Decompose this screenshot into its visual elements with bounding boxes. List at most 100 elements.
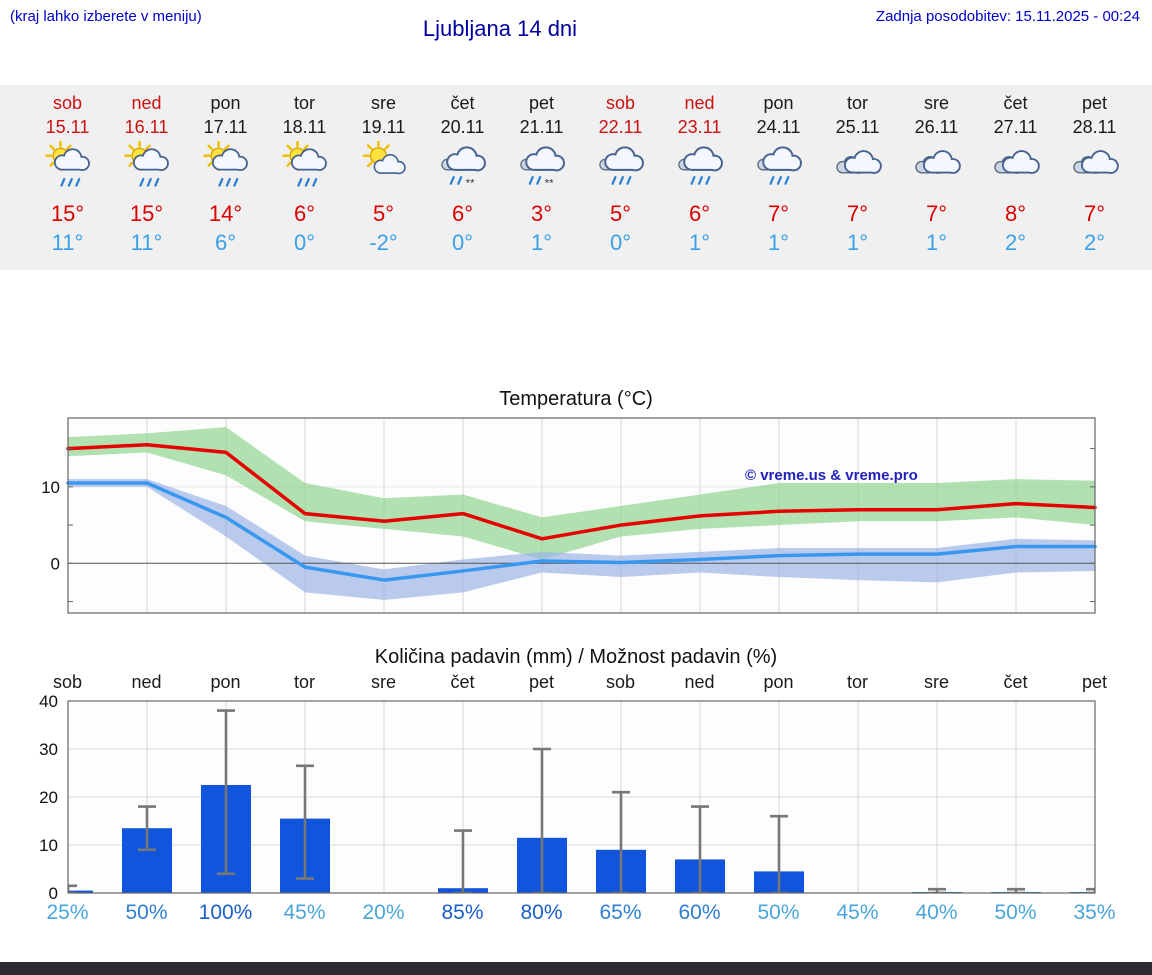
day-date: 22.11	[598, 117, 643, 137]
day-date: 17.11	[203, 117, 248, 137]
precip-percent: 45%	[836, 901, 879, 924]
forecast-day-column: pet 21.11 ** 3° 1°	[502, 92, 581, 270]
day-name: sre	[923, 93, 949, 113]
day-name: sob	[605, 93, 636, 113]
sun-cloud-rain-icon	[107, 141, 186, 199]
cloud-rain-icon	[739, 141, 818, 199]
watermark: © vreme.us & vreme.pro	[745, 467, 918, 484]
temperature-chart-title: Temperatura (°C)	[499, 388, 653, 410]
low-temp: 6°	[214, 230, 237, 255]
day-name: pet	[528, 93, 555, 113]
day-date: 21.11	[519, 117, 564, 137]
day-date: 20.11	[440, 117, 485, 137]
precip-percent: 80%	[520, 901, 563, 924]
temperature-chart: 0 10 © vreme.us & vreme.pro	[41, 417, 1097, 614]
high-temp: 7°	[767, 201, 790, 226]
precip-day-label: ned	[131, 672, 162, 692]
high-temp: 7°	[1083, 201, 1106, 226]
cloud-sleet-icon: **	[423, 141, 502, 199]
day-date: 27.11	[993, 117, 1038, 137]
day-date: 24.11	[756, 117, 801, 137]
high-temp: 5°	[609, 201, 632, 226]
cloudy-icon	[1055, 141, 1134, 199]
high-temp: 6°	[451, 201, 474, 226]
low-temp: 1°	[925, 230, 948, 255]
page-title: Ljubljana 14 dni	[422, 16, 578, 41]
day-name: sob	[52, 93, 83, 113]
forecast-day-column: tor 25.11 7° 1°	[818, 92, 897, 270]
precip-percent: 60%	[678, 901, 721, 924]
day-name: sre	[370, 93, 396, 113]
precip-day-label: pon	[210, 672, 241, 692]
forecast-day-column: sre 19.11 5° -2°	[344, 92, 423, 270]
day-name: čet	[450, 93, 475, 113]
low-temp: 0°	[293, 230, 316, 255]
precip-day-label: sre	[923, 672, 949, 692]
precip-percent: 50%	[994, 901, 1037, 924]
precip-percent: 50%	[125, 901, 168, 924]
forecast-day-column: čet 27.11 8° 2°	[976, 92, 1055, 270]
precip-day-label: pet	[528, 672, 555, 692]
low-temp: 1°	[846, 230, 869, 255]
low-temp: 0°	[451, 230, 474, 255]
precip-day-label: ned	[684, 672, 715, 692]
precip-day-label: sre	[370, 672, 396, 692]
precip-percent: 100%	[198, 901, 253, 924]
day-name: pon	[763, 93, 794, 113]
low-temp: 11°	[130, 230, 163, 255]
precip-day-label: sob	[605, 672, 636, 692]
precip-day-labels-row: sob ned pon tor sre čet pet sob ned pon tor sre čet p…	[28, 672, 1134, 693]
day-date: 23.11	[677, 117, 722, 137]
sun-cloud-rain-icon	[265, 141, 344, 199]
precip-day-label: čet	[450, 672, 475, 692]
day-name: ned	[684, 93, 715, 113]
precip-day-label: sob	[52, 672, 83, 692]
svg-text:30: 30	[39, 740, 58, 759]
low-temp: -2°	[369, 230, 398, 255]
sun-cloud-icon	[344, 141, 423, 199]
forecast-day-column: ned 16.11 15° 11°	[107, 92, 186, 270]
high-temp: 8°	[1004, 201, 1027, 226]
precipitation-chart: 0 10 20 30 40	[39, 695, 1096, 903]
svg-text:0: 0	[51, 554, 60, 573]
high-temp: 7°	[925, 201, 948, 226]
high-temp: 5°	[372, 201, 395, 226]
precip-percent: 35%	[1073, 901, 1116, 924]
forecast-day-column: pon 24.11 7° 1°	[739, 92, 818, 270]
sun-cloud-rain-icon	[28, 141, 107, 199]
low-temp: 0°	[609, 230, 632, 255]
high-temp: 15°	[50, 201, 85, 226]
day-name: tor	[846, 93, 868, 113]
svg-text:20: 20	[39, 788, 58, 807]
cloud-rain-icon	[581, 141, 660, 199]
precip-percent-row: 25% 50% 100% 45% 20% 85% 80% 65% 60% 50% 45% 40% 50%…	[28, 901, 1134, 925]
footer-bar	[0, 962, 1152, 975]
precipitation-chart-title: Količina padavin (mm) / Možnost padavin …	[374, 646, 778, 668]
cloudy-icon	[976, 141, 1055, 199]
day-date: 26.11	[914, 117, 959, 137]
svg-text:10: 10	[39, 836, 58, 855]
high-temp: 6°	[688, 201, 711, 226]
forecast-day-column: ned 23.11 6° 1°	[660, 92, 739, 270]
svg-text:**: **	[465, 178, 474, 190]
low-temp: 11°	[51, 230, 84, 255]
cloudy-icon	[818, 141, 897, 199]
precip-day-label: pet	[1081, 672, 1108, 692]
high-temp: 6°	[293, 201, 316, 226]
precip-percent: 85%	[441, 901, 484, 924]
precip-percent: 65%	[599, 901, 642, 924]
cloud-rain-icon	[660, 141, 739, 199]
day-date: 19.11	[361, 117, 406, 137]
forecast-strip: sob 15.11 15° 11° ned 16.11 15° 11° pon 17.11 14° 6…	[0, 85, 1152, 270]
low-temp: 2°	[1083, 230, 1106, 255]
high-temp: 14°	[208, 201, 243, 226]
precip-percent: 45%	[283, 901, 326, 924]
forecast-day-column: čet 20.11 ** 6° 0°	[423, 92, 502, 270]
svg-text:0: 0	[49, 884, 58, 903]
precip-day-label: pon	[763, 672, 794, 692]
cloud-sleet-icon: **	[502, 141, 581, 199]
svg-text:40: 40	[39, 695, 58, 711]
low-temp: 1°	[530, 230, 553, 255]
day-name: ned	[131, 93, 162, 113]
precip-percent: 40%	[915, 901, 958, 924]
